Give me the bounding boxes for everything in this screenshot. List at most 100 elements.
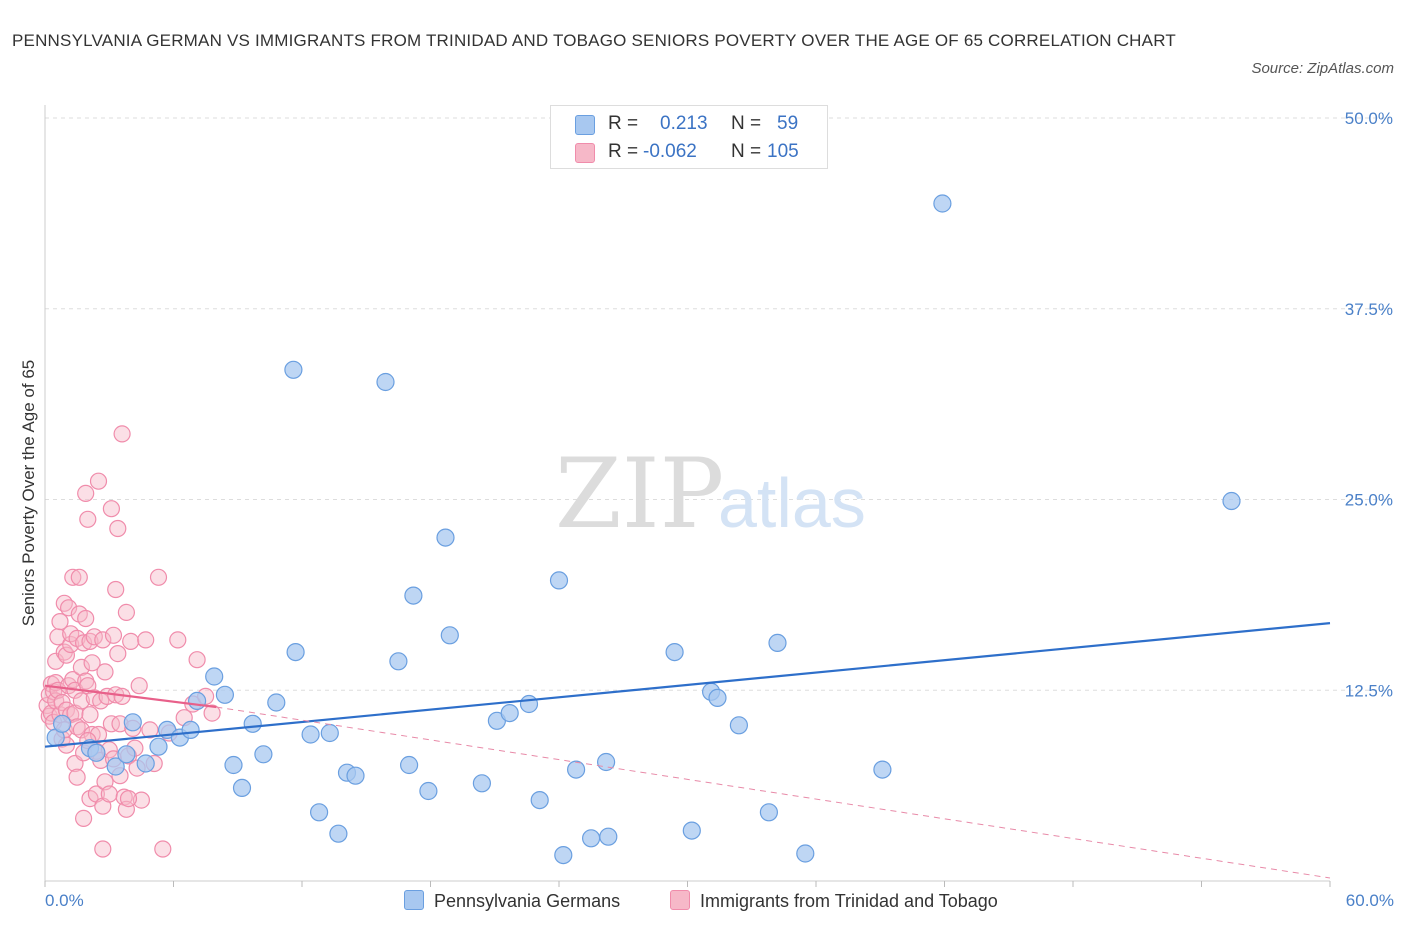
point-trinidad-tobago bbox=[113, 425, 131, 443]
point-trinidad-tobago bbox=[72, 692, 91, 710]
point-pennsylvania-germans bbox=[1222, 491, 1241, 511]
point-trinidad-tobago bbox=[149, 568, 168, 586]
point-trinidad-tobago bbox=[74, 634, 93, 652]
point-pennsylvania-germans bbox=[530, 790, 549, 810]
x-tick-label-max: 60.0% bbox=[1345, 891, 1394, 910]
point-pennsylvania-germans bbox=[310, 803, 329, 822]
point-trinidad-tobago bbox=[79, 510, 97, 528]
point-trinidad-tobago bbox=[96, 663, 114, 681]
point-trinidad-tobago bbox=[89, 472, 108, 490]
point-pennsylvania-germans bbox=[500, 703, 519, 723]
watermark-zip: ZIP bbox=[555, 438, 724, 550]
point-pennsylvania-germans bbox=[123, 713, 142, 732]
legend-n-label: N = bbox=[731, 141, 762, 162]
bottom-legend-label: Pennsylvania Germans bbox=[434, 891, 621, 911]
legend-n-label: N = bbox=[731, 113, 762, 134]
legend-r-value: 0.213 bbox=[660, 113, 708, 134]
point-trinidad-tobago bbox=[132, 791, 150, 809]
trend-lines bbox=[44, 622, 1331, 879]
chart-title: PENNSYLVANIA GERMAN VS IMMIGRANTS FROM T… bbox=[12, 31, 1176, 50]
point-pennsylvania-germans bbox=[106, 757, 125, 776]
point-trinidad-tobago bbox=[74, 809, 93, 828]
y-tick-label: 25.0% bbox=[1345, 491, 1393, 510]
point-pennsylvania-germans bbox=[136, 754, 155, 773]
point-trinidad-tobago bbox=[154, 840, 172, 858]
legend-r-label: R = bbox=[608, 113, 639, 134]
point-pennsylvania-germans bbox=[205, 667, 224, 686]
point-trinidad-tobago bbox=[169, 631, 187, 649]
point-trinidad-tobago bbox=[117, 800, 136, 818]
point-pennsylvania-germans bbox=[254, 745, 273, 764]
point-pennsylvania-germans bbox=[224, 755, 243, 775]
point-pennsylvania-germans bbox=[440, 626, 459, 645]
correlation-legend: R = 0.213 N = 59 R = -0.062 N = 105 bbox=[550, 105, 828, 169]
bottom-legend-pennsylvania-germans: Pennsylvania Germans bbox=[404, 890, 620, 914]
legend-n-value: 105 bbox=[767, 141, 799, 162]
point-trinidad-tobago bbox=[104, 626, 123, 644]
point-trinidad-tobago bbox=[203, 704, 221, 722]
point-trinidad-tobago bbox=[64, 670, 82, 689]
watermark: ZIP atlas bbox=[555, 438, 866, 550]
point-pennsylvania-germans bbox=[301, 725, 320, 744]
point-pennsylvania-germans bbox=[389, 652, 408, 671]
trend-line-trinidad-tobago bbox=[44, 684, 217, 709]
point-pennsylvania-germans bbox=[554, 845, 573, 865]
point-pennsylvania-germans bbox=[708, 688, 727, 708]
point-pennsylvania-germans bbox=[436, 528, 455, 547]
point-trinidad-tobago bbox=[119, 789, 138, 808]
point-pennsylvania-germans bbox=[87, 743, 106, 762]
point-trinidad-tobago bbox=[77, 609, 95, 628]
y-tick-label: 12.5% bbox=[1345, 681, 1393, 700]
legend-n-value: 59 bbox=[777, 113, 799, 134]
point-trinidad-tobago bbox=[81, 706, 99, 724]
point-trinidad-tobago bbox=[137, 631, 155, 649]
point-trinidad-tobago bbox=[70, 568, 88, 586]
point-pennsylvania-germans bbox=[873, 760, 892, 779]
point-pennsylvania-germans bbox=[232, 778, 252, 798]
point-pennsylvania-germans bbox=[566, 760, 586, 779]
trend-line-pennsylvania-germans bbox=[44, 622, 1331, 748]
point-pennsylvania-germans bbox=[933, 194, 952, 213]
chart-source: Source: ZipAtlas.com bbox=[1251, 60, 1394, 77]
point-pennsylvania-germans bbox=[376, 372, 395, 392]
point-pennsylvania-germans bbox=[117, 745, 136, 764]
bottom-legend-swatch-blue bbox=[404, 890, 424, 910]
point-pennsylvania-germans bbox=[400, 755, 419, 775]
point-pennsylvania-germans bbox=[52, 714, 72, 733]
point-pennsylvania-germans bbox=[665, 642, 684, 662]
y-tick-label: 50.0% bbox=[1345, 109, 1393, 128]
y-tick-label: 37.5% bbox=[1345, 300, 1393, 319]
point-pennsylvania-germans bbox=[320, 723, 339, 743]
point-pennsylvania-germans bbox=[729, 716, 749, 735]
point-trinidad-tobago bbox=[100, 785, 118, 803]
point-trinidad-tobago bbox=[117, 603, 136, 622]
point-trinidad-tobago bbox=[72, 721, 91, 739]
point-trinidad-tobago bbox=[107, 580, 125, 599]
point-pennsylvania-germans bbox=[181, 720, 200, 740]
point-pennsylvania-germans bbox=[519, 694, 539, 714]
point-pennsylvania-germans bbox=[599, 827, 618, 846]
grid-lines bbox=[45, 117, 1390, 691]
x-axis-ticks bbox=[44, 881, 1331, 887]
point-trinidad-tobago bbox=[47, 652, 65, 670]
point-pennsylvania-germans bbox=[284, 360, 303, 379]
point-trinidad-tobago bbox=[64, 568, 82, 586]
point-pennsylvania-germans bbox=[329, 824, 348, 843]
point-trinidad-tobago bbox=[94, 840, 112, 858]
point-trinidad-tobago bbox=[72, 658, 91, 677]
point-trinidad-tobago bbox=[122, 632, 140, 651]
point-pennsylvania-germans bbox=[188, 691, 207, 711]
point-pennsylvania-germans bbox=[549, 571, 569, 590]
bottom-legend-label: Immigrants from Trinidad and Tobago bbox=[700, 891, 998, 911]
point-trinidad-tobago bbox=[77, 484, 95, 502]
point-pennsylvania-germans bbox=[149, 737, 168, 756]
point-trinidad-tobago bbox=[51, 612, 69, 631]
legend-r-label: R = bbox=[608, 141, 639, 162]
point-pennsylvania-germans bbox=[472, 774, 491, 793]
y-axis-tick-labels: 12.5% 25.0% 37.5% 50.0% bbox=[1345, 109, 1393, 700]
point-pennsylvania-germans bbox=[768, 633, 787, 653]
legend-r-value: -0.062 bbox=[643, 141, 697, 162]
x-tick-label-min: 0.0% bbox=[45, 891, 84, 910]
point-trinidad-tobago bbox=[130, 677, 148, 695]
point-pennsylvania-germans bbox=[346, 766, 365, 785]
